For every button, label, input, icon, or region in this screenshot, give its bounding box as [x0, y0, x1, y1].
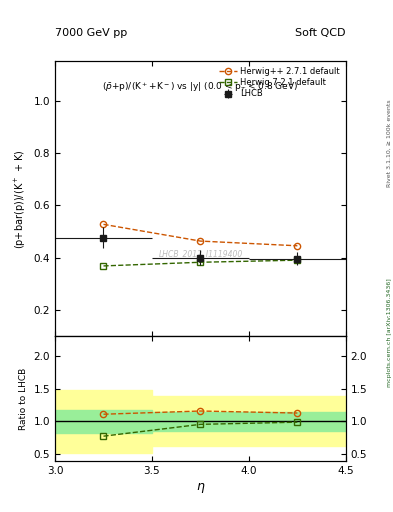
X-axis label: $\eta$: $\eta$ [196, 481, 205, 495]
Text: mcplots.cern.ch [arXiv:1306.3436]: mcplots.cern.ch [arXiv:1306.3436] [387, 279, 392, 387]
Herwig++ 2.7.1 default [101, 221, 106, 227]
Line: Herwig 7.2.1 default: Herwig 7.2.1 default [100, 257, 301, 269]
Y-axis label: (p+bar(p))/(K$^+$ + K): (p+bar(p))/(K$^+$ + K) [13, 149, 28, 249]
Legend: Herwig++ 2.7.1 default, Herwig 7.2.1 default, LHCB: Herwig++ 2.7.1 default, Herwig 7.2.1 def… [215, 64, 343, 102]
Herwig 7.2.1 default [198, 259, 203, 265]
Herwig++ 2.7.1 default [295, 243, 300, 249]
Y-axis label: Ratio to LHCB: Ratio to LHCB [19, 367, 28, 430]
Text: 7000 GeV pp: 7000 GeV pp [55, 28, 127, 38]
Herwig 7.2.1 default [101, 263, 106, 269]
Herwig 7.2.1 default [295, 257, 300, 263]
Text: LHCB_2012_I1119400: LHCB_2012_I1119400 [158, 249, 242, 258]
Line: Herwig++ 2.7.1 default: Herwig++ 2.7.1 default [100, 221, 301, 249]
Herwig++ 2.7.1 default [198, 238, 203, 244]
Text: ($\bar{p}$+p)/(K$^+$+K$^-$) vs |y| (0.0 < p$_T$ < 0.8 GeV): ($\bar{p}$+p)/(K$^+$+K$^-$) vs |y| (0.0 … [103, 81, 298, 94]
Text: Soft QCD: Soft QCD [296, 28, 346, 38]
Text: Rivet 3.1.10, ≥ 100k events: Rivet 3.1.10, ≥ 100k events [387, 99, 392, 187]
